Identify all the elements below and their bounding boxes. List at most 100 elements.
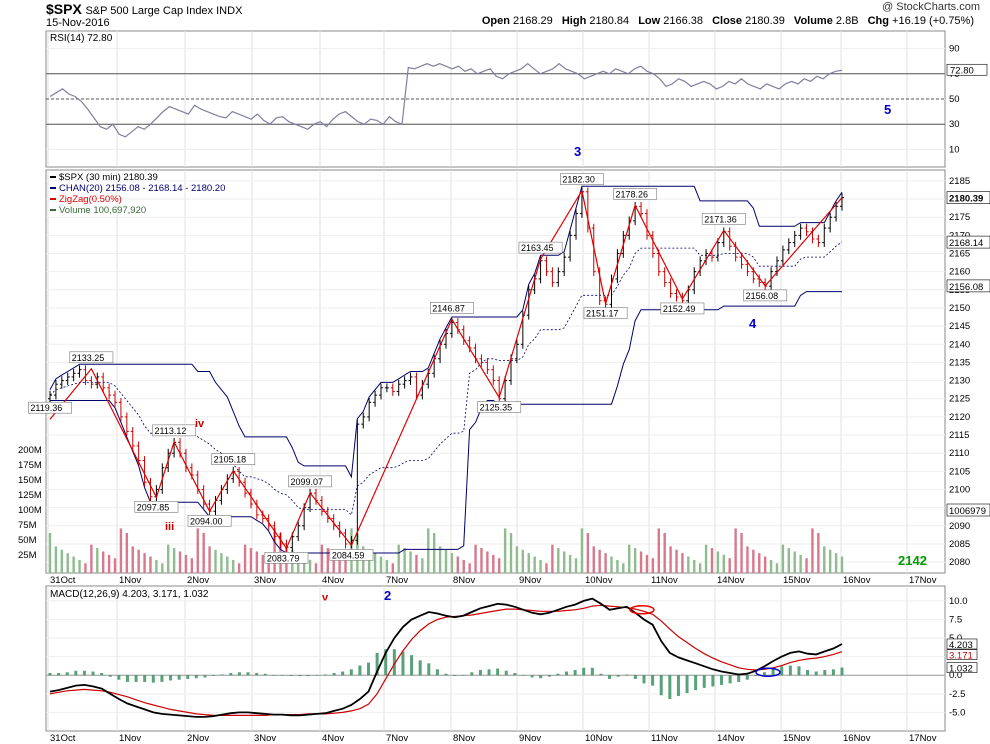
volume-bar <box>663 533 666 573</box>
volume-bar <box>155 559 158 573</box>
macd-tick-0: 10.0 <box>949 596 968 607</box>
volume-bar <box>273 528 276 573</box>
macd-histogram-bar <box>298 675 302 676</box>
volume-bar <box>438 546 442 573</box>
price-legend-2: ZigZag(0.50%) <box>59 194 122 205</box>
right-label-0: 2180.39 <box>949 194 983 205</box>
volume-bar <box>107 554 111 573</box>
zigzag-label: 2178.26 <box>616 189 649 199</box>
macd-histogram-bar <box>668 675 672 700</box>
macd-histogram-bar <box>108 675 112 677</box>
zigzag-label-box <box>288 475 332 488</box>
wave-label-4: 4 <box>749 316 757 331</box>
x-tick-price-12: 16Nov <box>843 575 871 586</box>
volume-bar <box>456 556 460 573</box>
price-tick-14: 2115 <box>949 430 969 441</box>
macd-histogram-bar <box>358 665 362 676</box>
zigzag-label: 2156.08 <box>746 291 779 301</box>
price-tick-7: 2150 <box>949 303 970 314</box>
price-tick-13: 2120 <box>949 412 970 423</box>
x-tick-macd-6: 8Nov <box>453 733 475 744</box>
stat-value-open: 2168.29 <box>513 15 556 27</box>
volume-bar <box>314 563 318 573</box>
macd-histogram-bar <box>831 669 835 676</box>
volume-bar <box>503 528 507 573</box>
volume-bar <box>811 528 814 573</box>
x-tick-price-3: 3Nov <box>254 575 276 586</box>
zigzag-label-box <box>211 453 256 465</box>
right-label-box-3 <box>946 503 990 517</box>
volume-bar <box>693 559 696 573</box>
volume-bar <box>704 544 708 573</box>
rsi-legend: RSI(14) 72.80 <box>50 33 113 44</box>
zigzag-label-box <box>152 424 197 437</box>
volume-bar <box>137 549 140 573</box>
header-copyright[interactable]: @ StockCharts.com <box>882 1 980 13</box>
volume-bar <box>675 549 678 573</box>
volume-bar <box>202 533 205 573</box>
macd-histogram-bar <box>272 675 276 676</box>
macd-tick-5: -2.5 <box>949 689 965 700</box>
price-tick-0: 2185 <box>949 176 970 187</box>
zigzag-label: 2151.17 <box>586 309 619 319</box>
zigzag-label: 2084.59 <box>332 550 365 560</box>
volume-bar <box>66 553 69 573</box>
volume-bar <box>320 544 324 573</box>
volume-bar <box>781 544 785 573</box>
volume-bar <box>775 563 779 573</box>
macd-histogram-bar <box>694 675 698 691</box>
x-tick-macd-13: 17Nov <box>909 733 937 744</box>
price-tick-9: 2140 <box>949 339 970 350</box>
macd-signal-line <box>49 604 843 717</box>
zigzag-label: 2097.85 <box>137 502 170 512</box>
volume-bar <box>385 559 389 573</box>
volume-bar <box>568 554 572 573</box>
x-tick-macd-4: 4Nov <box>322 733 344 744</box>
macd-histogram-bar <box>332 673 336 676</box>
volume-bar <box>639 551 643 573</box>
wave-label-5: 5 <box>884 102 891 117</box>
macd-histogram-bar <box>186 675 190 679</box>
volume-bar <box>628 544 631 573</box>
macd-histogram-bar <box>125 675 129 682</box>
macd-histogram-bar <box>151 675 155 683</box>
stat-value-close: 2180.39 <box>745 15 788 27</box>
x-tick-macd-5: 7Nov <box>386 733 408 744</box>
macd-histogram-bar <box>392 649 396 676</box>
macd-histogram-bar <box>212 675 216 676</box>
volume-bar <box>450 553 454 573</box>
macd-histogram-bar <box>521 675 525 676</box>
macd-value-box-2 <box>946 662 978 673</box>
macd-histogram-bar <box>780 666 784 676</box>
volume-bar <box>592 546 595 573</box>
volume-bar <box>527 553 530 573</box>
macd-histogram-bar <box>496 668 500 676</box>
macd-histogram-bar <box>315 675 319 676</box>
volume-bar <box>616 559 619 573</box>
rsi-line <box>49 62 843 138</box>
volume-bar <box>48 533 52 573</box>
macd-histogram-bar <box>642 675 646 684</box>
volume-bar <box>113 558 117 573</box>
macd-histogram-bar <box>470 672 474 676</box>
macd-histogram-bar <box>633 675 637 679</box>
macd-histogram-bar <box>220 674 224 676</box>
volume-bar <box>698 563 702 573</box>
volume-bar <box>149 556 152 573</box>
x-tick-price-2: 2Nov <box>187 575 209 586</box>
volume-tick-6: 50M <box>18 535 37 546</box>
macd-tick-6: -5.0 <box>949 707 965 718</box>
volume-bar <box>373 553 377 573</box>
macd-histogram-bar <box>530 675 534 678</box>
header-exchange: INDX <box>216 5 243 17</box>
volume-bar <box>72 556 75 573</box>
stat-label-volume: Volume <box>793 15 836 27</box>
macd-value-1: 3.171 <box>949 651 973 662</box>
macd-histogram-bar <box>573 670 577 676</box>
x-tick-price-7: 9Nov <box>519 575 541 586</box>
volume-bar <box>432 533 436 573</box>
volume-bar <box>119 528 123 573</box>
macd-histogram-bar <box>306 675 310 676</box>
price-legend-1: CHAN(20) 2156.08 - 2168.14 - 2180.20 <box>59 183 225 194</box>
macd-line <box>49 597 843 718</box>
